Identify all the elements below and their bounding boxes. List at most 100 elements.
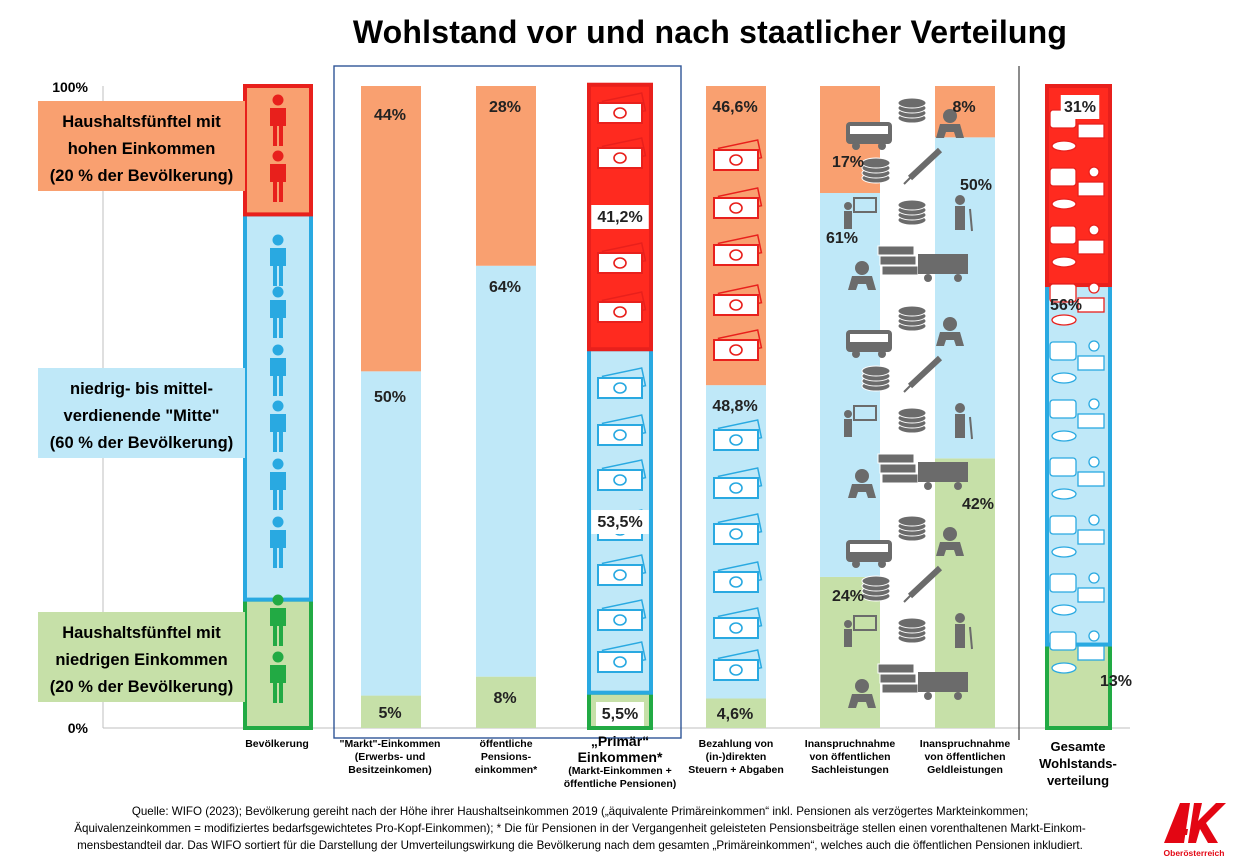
elder-icon-2: [955, 403, 973, 440]
group-label-mid-line-2: verdienende "Mitte": [64, 407, 220, 425]
coins-icon-2c: [897, 407, 927, 434]
segment-labels: 5% 8% 5,5% 4,6% 24% 42% 13% 50% 64% 53,5% 48,8% 61%…: [374, 95, 1132, 726]
source-line-2: Äquivalenzeinkommen = modifiziertes beda…: [74, 822, 1086, 835]
money-icon-mid-5: [597, 554, 647, 586]
bar-7-mid: [935, 137, 995, 459]
chart-title: Wohlstand vor und nach staatlicher Verte…: [352, 14, 1068, 50]
segment-label-5-low: 4,6%: [717, 706, 753, 723]
bar-2-mid: [361, 371, 421, 696]
money-icon-high-1: [597, 92, 647, 124]
category-label-6-line-2: von öffentlichen: [809, 751, 891, 763]
y-tick-label-0: 0%: [68, 720, 89, 736]
category-label-5-line-1: Bezahlung von: [698, 738, 774, 750]
bar-5-low: [706, 698, 766, 728]
group-label-high-line-2: hohen Einkommen: [68, 140, 216, 158]
segment-label-6-low: 24%: [832, 588, 864, 605]
elder-icon-3: [955, 613, 973, 650]
category-label-8-line-2: Wohlstands-: [1039, 756, 1117, 771]
total-icon-2: [1049, 166, 1105, 210]
total-icon-9: [1049, 572, 1105, 616]
total-icon-4: [1049, 282, 1105, 326]
segment-label-3-low: 8%: [493, 690, 516, 707]
baby-icon-2b: [848, 469, 876, 498]
books-icon-3: [877, 663, 919, 694]
label-box-4-mid: [591, 510, 649, 534]
segment-label-2-low: 5%: [378, 705, 401, 722]
group-box-mid: [38, 368, 245, 458]
coins-icon-3a: [897, 515, 927, 542]
total-icon-7: [1049, 456, 1105, 500]
category-label-7: Inanspruchnahme von öffentlichen Geldleist…: [903, 738, 1027, 777]
person-icon-mid-4: [270, 400, 286, 452]
segment-label-8-mid: 56%: [1050, 297, 1082, 314]
bus-icon-1: [846, 122, 892, 150]
category-label-5-line-2: (in-)direkten: [705, 751, 767, 763]
elder-icon-1: [955, 195, 973, 232]
group-label-low-line-3: (20 % der Bevölkerung): [50, 678, 233, 696]
segment-label-7-low: 42%: [962, 496, 994, 513]
group-label-high-line-3: (20 % der Bevölkerung): [50, 167, 233, 185]
money-icon-high-4: [597, 291, 647, 323]
category-label-6-line-3: Sachleistungen: [811, 764, 889, 776]
money-icon-tax-high-5: [713, 329, 763, 361]
category-label-8-line-1: Gesamte: [1050, 739, 1106, 754]
truck-icon-2: [918, 462, 968, 490]
segment-label-7-high: 8%: [952, 99, 975, 116]
total-icon-10: [1049, 630, 1105, 674]
segment-label-6-mid: 61%: [826, 230, 858, 247]
group-label-low-line-2: niedrigen Einkommen: [55, 651, 227, 669]
baby-icon-2a: [936, 317, 964, 346]
category-label-2-line-1: "Markt"-Einkommen: [339, 738, 441, 750]
money-icon-mid-1: [597, 367, 647, 399]
money-icon-mid-6: [597, 599, 647, 631]
category-label-5: Bezahlung von (in-)direkten Steuern + Abga…: [674, 738, 798, 777]
total-icon-5: [1049, 340, 1105, 384]
coins-icon-1c: [897, 199, 927, 226]
person-icon-mid-6: [270, 516, 286, 568]
segment-label-5-mid: 48,8%: [712, 398, 757, 415]
total-icon-3: [1049, 224, 1105, 268]
person-icon-mid-5: [270, 458, 286, 510]
teacher-icon-1: [844, 197, 877, 229]
segment-label-8-high: 31%: [1064, 99, 1096, 116]
category-label-6-line-1: Inanspruchnahme: [804, 738, 896, 750]
group-label-low-line-1: Haushaltsfünftel mit: [62, 624, 221, 642]
category-label-3-line-2: Pensions-: [480, 751, 532, 763]
group-labels: Haushaltsfünftel mit hohen Einkommen (20 %…: [38, 101, 245, 702]
category-label-2-line-2: (Erwerbs- und: [354, 751, 426, 763]
person-icon-mid-2: [270, 286, 286, 338]
category-label-7-line-2: von öffentlichen: [924, 751, 1006, 763]
person-icon-mid-1: [270, 234, 286, 286]
segment-label-7-mid: 50%: [960, 177, 992, 194]
money-icon-tax-high-1: [713, 139, 763, 171]
group-label-high-line-1: Haushaltsfünftel mit: [62, 113, 221, 131]
category-label-3: öffentliche Pensions-einkommen*: [444, 738, 568, 777]
bar-3-mid: [476, 265, 536, 677]
teacher-icon-3: [844, 615, 877, 647]
category-label-3-line-3: einkommen*: [474, 764, 538, 776]
source-line-3: mensbestandteil dar. Das WIFO sortiert f…: [77, 839, 1083, 852]
coins-icon-3c: [897, 617, 927, 644]
category-label-8: Gesamte Wohlstands-verteilung: [1016, 738, 1140, 789]
money-icon-mid-2: [597, 414, 647, 446]
category-label-4-line-3: (Markt-Einkommen +: [568, 765, 672, 777]
money-icon-tax-mid-2: [713, 467, 763, 499]
segment-label-3-mid: 64%: [489, 279, 521, 296]
segment-label-5-high: 46,6%: [712, 99, 757, 116]
books-icon-2: [877, 453, 919, 484]
category-label-1-line-1: Bevölkerung: [245, 738, 309, 750]
coins-icon-2b: [861, 365, 891, 392]
label-box-4-high: [591, 205, 649, 229]
money-icon-tax-mid-6: [713, 649, 763, 681]
total-icon-6: [1049, 398, 1105, 442]
segment-label-2-mid: 50%: [374, 389, 406, 406]
baby-icon-1a: [936, 109, 964, 138]
bar-1-high: [243, 84, 313, 217]
person-icon-low-2: [270, 651, 286, 703]
person-icon-low-1: [270, 594, 286, 646]
coins-icon-2a: [897, 305, 927, 332]
teacher-icon-2: [844, 405, 877, 437]
category-label-4: „Primär“ Einkommen* (Markt-Einkommen + öffe…: [558, 733, 682, 791]
baby-icon-3a: [936, 527, 964, 556]
syringe-icon-3: [903, 565, 943, 603]
